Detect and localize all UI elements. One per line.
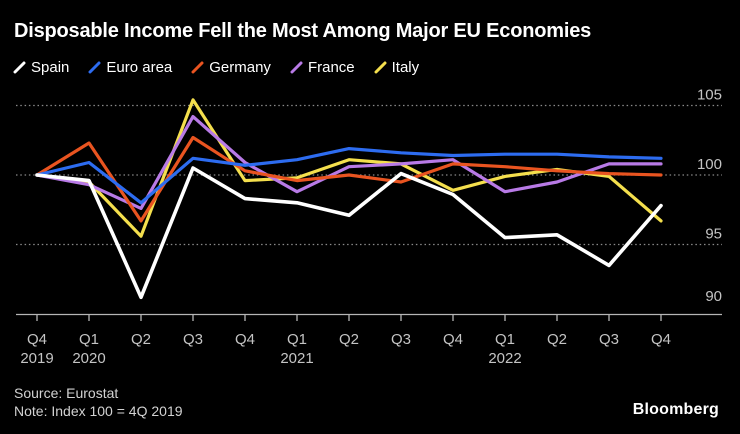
x-tick-label-quarter: Q4 — [443, 331, 463, 348]
y-tick-label-95: 95 — [705, 226, 722, 243]
legend-label: Italy — [391, 59, 420, 76]
chart-legend: Spain Euro area Germany France Italy — [13, 59, 419, 76]
series-line-france — [35, 115, 663, 211]
x-tick-label-quarter: Q3 — [183, 331, 203, 348]
x-tick-label-quarter: Q1 — [495, 331, 515, 348]
x-tick-label-year: 2021 — [280, 350, 313, 367]
legend-label: Germany — [209, 59, 271, 76]
legend-item-germany[interactable]: Germany — [191, 59, 271, 76]
legend-label: France — [307, 59, 355, 76]
legend-item-france[interactable]: France — [290, 59, 355, 76]
x-tick-label-quarter: Q4 — [27, 331, 47, 348]
y-tick-label-100: 100 — [697, 156, 722, 173]
x-tick-label-quarter: Q1 — [79, 331, 99, 348]
series-line-euro-area — [35, 146, 663, 205]
x-tick-label-quarter: Q4 — [651, 331, 671, 348]
x-tick-label-quarter: Q3 — [599, 331, 619, 348]
series-line-germany — [35, 135, 663, 223]
x-tick-label-quarter: Q2 — [339, 331, 359, 348]
legend-marker-icon — [191, 61, 204, 74]
legend-marker-icon — [374, 61, 387, 74]
income-line-chart: 105 100 95 90 Q4 2019 Q1 2020 Q2 Q3 Q4 Q1 2021 Q2 Q3 Q4… — [16, 87, 722, 367]
x-tick-label-quarter: Q2 — [547, 331, 567, 348]
series-line-spain — [35, 166, 663, 300]
legend-marker-icon — [88, 61, 101, 74]
legend-item-italy[interactable]: Italy — [374, 59, 420, 76]
x-tick-label-quarter: Q2 — [131, 331, 151, 348]
x-tick-label-quarter: Q3 — [391, 331, 411, 348]
legend-marker-icon — [290, 61, 303, 74]
legend-marker-icon — [13, 61, 26, 74]
legend-item-euro-area[interactable]: Euro area — [88, 59, 172, 76]
chart-title: Disposable Income Fell the Most Among Ma… — [14, 20, 592, 42]
x-tick-label-quarter: Q4 — [235, 331, 255, 348]
legend-item-spain[interactable]: Spain — [13, 59, 69, 76]
y-tick-label-105: 105 — [697, 87, 722, 104]
source-text: Source: Eurostat — [14, 385, 119, 401]
legend-label: Euro area — [106, 59, 173, 76]
x-tick-label-quarter: Q1 — [287, 331, 307, 348]
x-tick-label-year: 2019 — [20, 350, 53, 367]
bloomberg-logo: Bloomberg — [632, 401, 719, 418]
x-tick-label-year: 2020 — [72, 350, 105, 367]
y-tick-label-90: 90 — [705, 288, 722, 305]
legend-label: Spain — [31, 59, 70, 76]
x-tick-label-year: 2022 — [488, 350, 521, 367]
note-text: Note: Index 100 = 4Q 2019 — [14, 403, 183, 419]
